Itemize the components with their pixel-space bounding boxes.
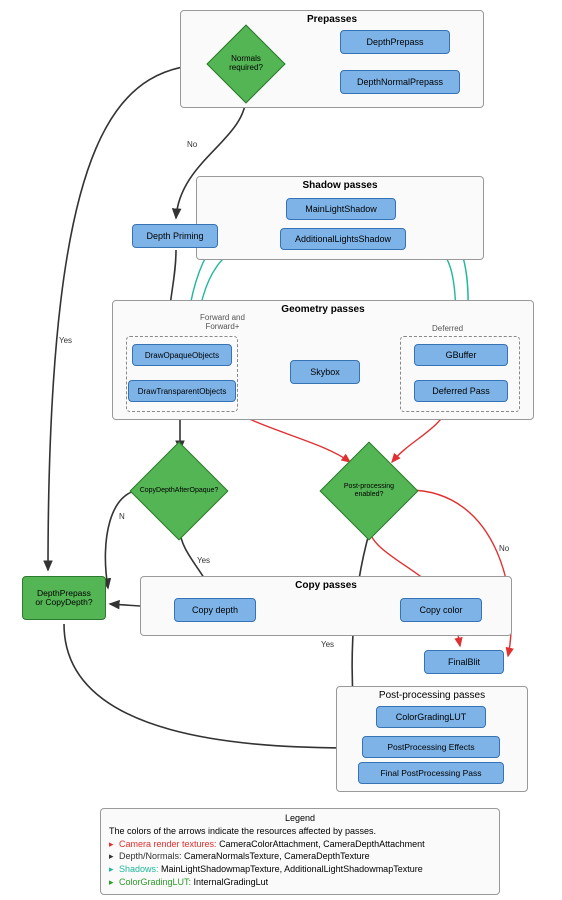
legend-intro: The colors of the arrows indicate the re… [109, 826, 491, 838]
node-additional-lights-shadow: AdditionalLightsShadow [280, 228, 406, 250]
node-draw-transparent: DrawTransparentObjects [128, 380, 236, 402]
panel-title-geometry: Geometry passes [113, 304, 533, 315]
legend-row: ▸Shadows: MainLightShadowmapTexture, Add… [109, 864, 491, 876]
panel-title-prepasses: Prepasses [181, 14, 483, 25]
edge-label-yes-2: Yes [196, 556, 211, 565]
subpanel-label-deferred: Deferred [432, 324, 463, 333]
panel-title-postproc: Post-processing passes [337, 690, 527, 701]
edge-label-n: N [118, 512, 126, 521]
node-color-grading-lut: ColorGradingLUT [376, 706, 486, 728]
node-skybox: Skybox [290, 360, 360, 384]
node-gbuffer: GBuffer [414, 344, 508, 366]
edge-label-no-2: No [498, 544, 510, 553]
node-final-postproc: Final PostProcessing Pass [358, 762, 504, 784]
edge-label-no: No [186, 140, 198, 149]
panel-title-shadow: Shadow passes [197, 180, 483, 191]
node-draw-opaque: DrawOpaqueObjects [132, 344, 232, 366]
edge-label-yes-1: Yes [58, 336, 73, 345]
edge-label-yes-3: Yes [320, 640, 335, 649]
node-depth-normal-prepass: DepthNormalPrepass [340, 70, 460, 94]
legend-row: ▸Camera render textures: CameraColorAtta… [109, 839, 491, 851]
legend-row: ▸Depth/Normals: CameraNormalsTexture, Ca… [109, 851, 491, 863]
node-postproc-effects: PostProcessing Effects [362, 736, 500, 758]
node-depth-prepass: DepthPrepass [340, 30, 450, 54]
node-copy-color: Copy color [400, 598, 482, 622]
subpanel-label-forward: Forward and Forward+ [200, 313, 245, 331]
panel-title-copy: Copy passes [141, 580, 511, 591]
node-depth-or-copy: DepthPrepass or CopyDepth? [22, 576, 106, 620]
node-copy-depth: Copy depth [174, 598, 256, 622]
edge [105, 490, 142, 588]
node-depth-priming: Depth Priming [132, 224, 218, 248]
diamond-copy-depth-after: CopyDepthAfterOpaque? [144, 456, 214, 526]
edge [64, 624, 356, 748]
node-deferred-pass: Deferred Pass [414, 380, 508, 402]
node-final-blit: FinalBlit [424, 650, 504, 674]
node-main-light-shadow: MainLightShadow [286, 198, 396, 220]
legend: Legend The colors of the arrows indicate… [100, 808, 500, 895]
diamond-postproc-enabled: Post-processing enabled? [334, 456, 404, 526]
diamond-normals-required: Normals required? [218, 36, 274, 92]
legend-row: ▸ColorGradingLUT: InternalGradingLut [109, 877, 491, 889]
legend-title: Legend [109, 813, 491, 823]
